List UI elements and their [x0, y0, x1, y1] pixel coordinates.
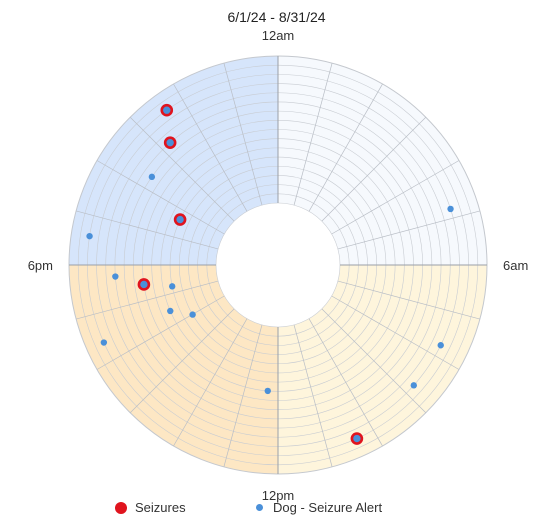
grid-spoke — [76, 210, 219, 250]
grid-spoke — [331, 160, 460, 235]
hour-label-12pm: 12pm — [262, 488, 295, 503]
grid-spoke — [293, 324, 333, 467]
grid-spoke — [129, 308, 235, 414]
grid-spoke — [96, 295, 225, 370]
legend-item-dog-alert[interactable]: Dog - Seizure Alert — [256, 500, 382, 515]
dog-alert-point[interactable] — [264, 387, 271, 395]
dog-alert-point[interactable] — [176, 216, 184, 223]
hour-label-12am: 12am — [262, 28, 295, 43]
legend-item-seizures[interactable]: Seizures — [115, 500, 186, 515]
dog-alert-point[interactable] — [437, 342, 444, 349]
dog-alert-point[interactable] — [167, 307, 174, 315]
hour-label-6am: 6am — [503, 258, 528, 273]
grid-spoke — [223, 324, 263, 467]
dog-alert-point[interactable] — [189, 311, 196, 318]
grid-spoke — [129, 116, 235, 222]
grid-spoke — [321, 116, 427, 222]
grid-ring — [215, 202, 341, 328]
grid-spoke — [321, 308, 427, 414]
chart-title: 6/1/24 - 8/31/24 — [227, 9, 326, 25]
grid-spoke — [76, 280, 219, 320]
grid-spoke — [173, 318, 248, 447]
dog-alert-point[interactable] — [447, 205, 454, 213]
legend-label-seizures: Seizures — [135, 500, 186, 515]
grid-spoke — [308, 83, 383, 212]
grid-spoke — [331, 295, 460, 370]
grid-spoke — [293, 63, 333, 206]
dog-alert-point[interactable] — [112, 273, 119, 280]
data-points — [86, 103, 454, 445]
hour-label-6pm: 6pm — [28, 258, 53, 273]
grid-spoke — [308, 318, 383, 447]
dog-alert-point[interactable] — [353, 435, 361, 442]
dog-alert-marker-icon — [256, 504, 263, 511]
dog-alert-point[interactable] — [410, 382, 417, 389]
dog-alert-point[interactable] — [86, 232, 93, 240]
legend-label-dog-alert: Dog - Seizure Alert — [273, 500, 383, 515]
grid-spoke — [223, 63, 263, 206]
legend: Seizures Dog - Seizure Alert — [0, 500, 553, 520]
dog-alert-point[interactable] — [168, 283, 176, 290]
grid-spoke — [96, 160, 225, 235]
dog-alert-point[interactable] — [148, 173, 156, 181]
hour-labels: 12am 6am 12pm 6pm — [28, 28, 529, 503]
dog-alert-point[interactable] — [140, 281, 148, 288]
dog-alert-point[interactable] — [166, 139, 174, 146]
dog-alert-point[interactable] — [163, 106, 170, 114]
grid-spoke — [173, 83, 248, 212]
grid-spoke — [337, 210, 480, 250]
seizures-marker-icon — [115, 501, 127, 514]
polar-grid — [68, 55, 488, 475]
dog-alert-point[interactable] — [100, 339, 108, 346]
grid-spoke — [337, 280, 480, 320]
